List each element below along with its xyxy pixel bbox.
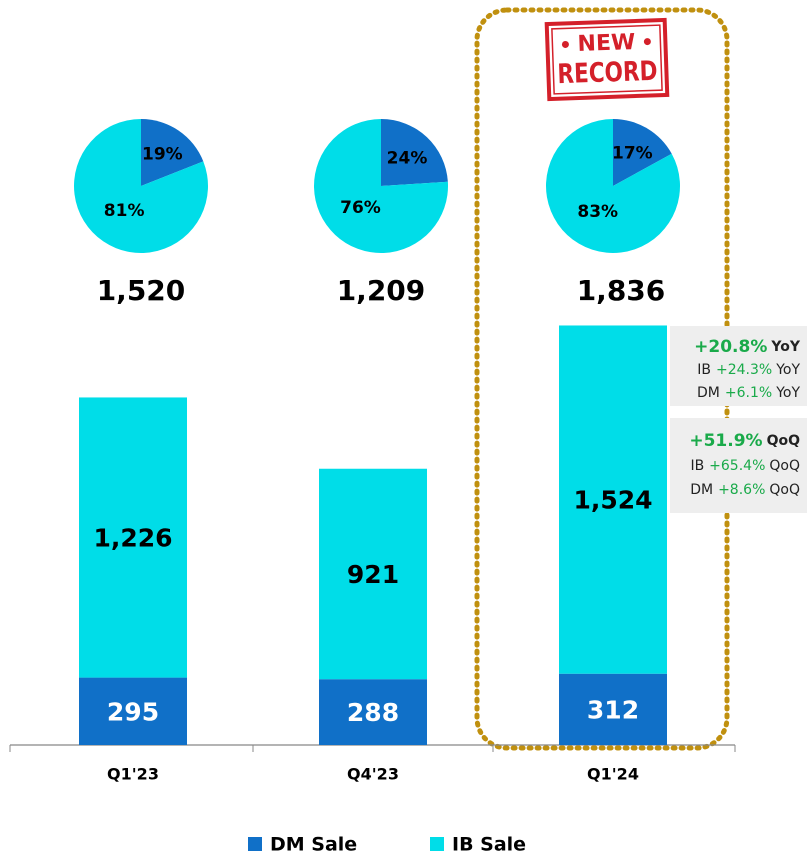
legend-label: IB Sale — [452, 834, 526, 856]
growth-line: IB +65.4% QoQ — [690, 458, 800, 474]
total-label: 1,209 — [337, 274, 426, 307]
pie-slice — [613, 119, 672, 186]
growth-box — [670, 418, 807, 513]
pie-slice — [141, 119, 204, 186]
growth-box — [670, 326, 807, 406]
stamp-text: NEW — [577, 30, 636, 57]
growth-change: +8.6% — [718, 482, 765, 498]
pie-label: 19% — [142, 145, 183, 165]
pie-slice — [73, 119, 208, 253]
bar-label: 312 — [587, 695, 639, 724]
growth-segment: IB — [697, 362, 711, 378]
bar-segment — [319, 679, 427, 745]
growth-unit: YoY — [775, 362, 800, 378]
bar-label: 288 — [347, 698, 399, 727]
bar-label: 1,524 — [573, 486, 652, 515]
pie-label: 81% — [104, 201, 145, 221]
growth-line: +20.8% YoY — [694, 337, 801, 357]
bar-segment — [559, 325, 667, 674]
legend-swatch — [248, 837, 262, 851]
stamp-box — [544, 17, 670, 102]
stamp-dot — [561, 40, 569, 48]
pie-slice — [545, 119, 680, 254]
bar-segment — [319, 468, 427, 680]
bar-label: 921 — [347, 560, 399, 589]
growth-change: +6.1% — [725, 385, 772, 401]
growth-unit: YoY — [770, 339, 800, 355]
x-tick-label: Q4'23 — [347, 765, 399, 784]
pie-label: 76% — [340, 198, 381, 218]
growth-segment: IB — [690, 458, 704, 474]
growth-change: +65.4% — [709, 458, 765, 474]
bar-segment — [79, 397, 187, 678]
growth-line: +51.9% QoQ — [689, 431, 800, 451]
pie-label: 24% — [387, 148, 428, 168]
growth-unit: QoQ — [767, 433, 801, 449]
x-tick-label: Q1'24 — [587, 765, 639, 784]
total-label: 1,836 — [577, 274, 666, 307]
pie-label: 17% — [612, 143, 653, 163]
bar-label: 295 — [107, 697, 159, 726]
bar-label: 1,226 — [93, 524, 172, 553]
stamp-dot — [643, 38, 651, 46]
pie-slice — [381, 119, 448, 186]
growth-unit: QoQ — [769, 458, 800, 474]
growth-change: +20.8% — [694, 337, 767, 357]
x-tick-label: Q1'23 — [107, 765, 159, 784]
growth-segment: DM — [697, 385, 720, 401]
pie-label: 83% — [577, 202, 618, 222]
bar-segment — [79, 677, 187, 745]
growth-segment: DM — [690, 482, 713, 498]
stamp-inner — [551, 24, 663, 95]
growth-unit: YoY — [775, 385, 800, 401]
growth-line: DM +8.6% QoQ — [690, 482, 800, 498]
legend-swatch — [430, 837, 444, 851]
growth-line: IB +24.3% YoY — [697, 362, 800, 378]
pie-slice — [313, 119, 448, 253]
stamp-text: RECORD — [557, 56, 658, 90]
growth-change: +51.9% — [689, 431, 762, 451]
legend-label: DM Sale — [270, 834, 357, 856]
total-label: 1,520 — [97, 274, 186, 307]
growth-change: +24.3% — [716, 362, 772, 378]
growth-line: DM +6.1% YoY — [697, 385, 800, 401]
growth-unit: QoQ — [769, 482, 800, 498]
bar-segment — [559, 673, 667, 745]
